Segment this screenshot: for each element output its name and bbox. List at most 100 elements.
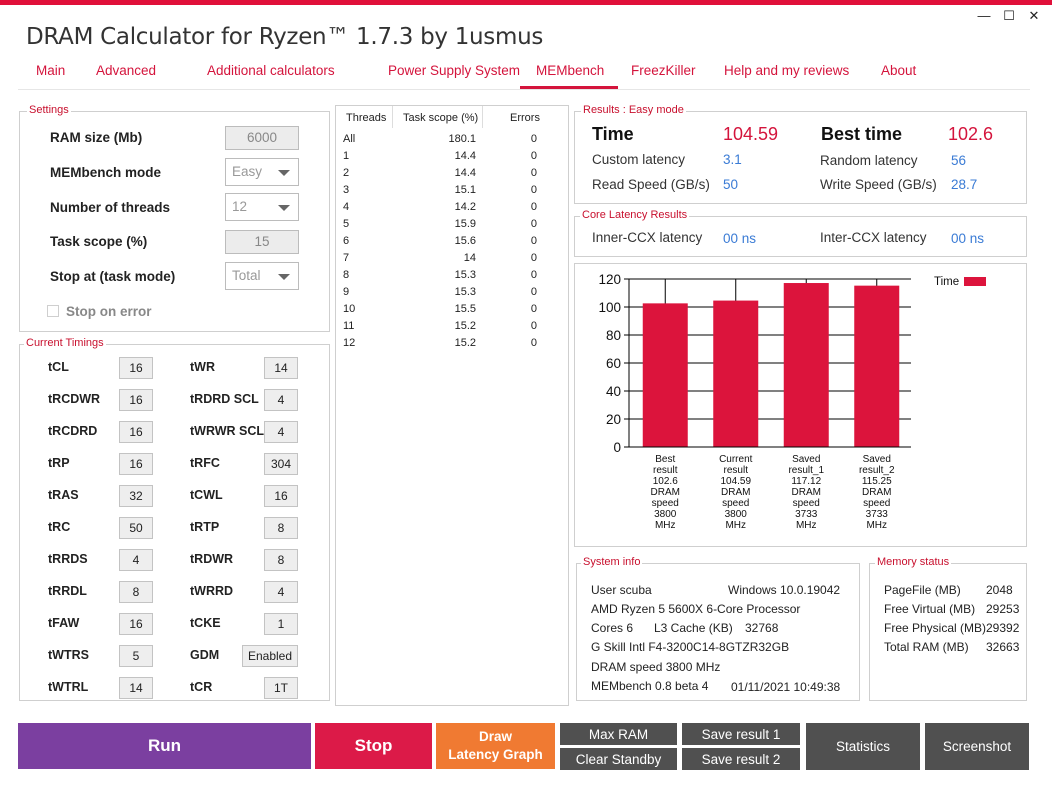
tab-membench[interactable]: MEMbench <box>536 63 605 78</box>
timing-label: tWRRD <box>190 584 234 598</box>
system-info-legend: System info <box>581 556 643 568</box>
settings-panel <box>19 111 330 332</box>
system-l3-value: 32768 <box>745 621 779 635</box>
stop-on-error-checkbox[interactable] <box>47 305 59 317</box>
x-tick-label: result_1 <box>788 465 824 476</box>
errors-header: Errors <box>510 112 540 124</box>
read-speed-value: 50 <box>723 177 739 192</box>
system-memory: G Skill Intl F4-3200C14-8GTZR32GB <box>591 640 790 654</box>
clear-standby-button[interactable]: Clear Standby <box>560 748 677 770</box>
tab-main[interactable]: Main <box>36 63 66 78</box>
run-button[interactable]: Run <box>18 723 311 769</box>
ram-size-input[interactable]: 6000 <box>225 126 299 150</box>
threads-value: 12 <box>232 199 248 214</box>
table-cell: 15.2 <box>454 320 476 332</box>
timing-value: 4 <box>264 389 298 411</box>
x-tick-label: speed <box>793 498 820 509</box>
table-cell: 11 <box>343 320 355 332</box>
bar-3 <box>783 283 829 447</box>
timing-label: tRAS <box>48 488 79 502</box>
threads-select[interactable]: 12 <box>225 193 299 221</box>
table-cell: 0 <box>530 337 537 349</box>
tab-power-supply-system[interactable]: Power Supply System <box>388 63 521 78</box>
timing-label: tRRDL <box>48 584 87 598</box>
time-value: 104.59 <box>723 124 779 144</box>
table-cell: 6 <box>343 235 350 247</box>
minimize-button[interactable]: — <box>977 8 991 23</box>
chart-panel <box>574 263 1027 547</box>
table-cell: 0 <box>530 218 537 230</box>
maximize-button[interactable]: ☐ <box>1003 8 1015 23</box>
x-tick-label: 3733 <box>795 509 818 520</box>
tab-help-and-reviews[interactable]: Help and my reviews <box>724 63 850 78</box>
timing-label: tRC <box>48 520 71 534</box>
table-cell: 15.2 <box>454 337 476 349</box>
table-cell: 0 <box>530 286 537 298</box>
table-cell: 14 <box>463 252 476 264</box>
close-button[interactable]: ✕ <box>1028 8 1040 23</box>
timing-value: 16 <box>264 485 298 507</box>
task-scope-input[interactable]: 15 <box>225 230 299 254</box>
header-divider <box>482 106 483 128</box>
x-tick-label: MHz <box>655 520 676 531</box>
legend-label: Time <box>934 276 959 288</box>
table-cell: 7 <box>343 252 350 264</box>
tab-freezkiller[interactable]: FreezKiller <box>631 63 696 78</box>
memory-status-label: Free Physical (MB) <box>884 621 987 635</box>
tab-about[interactable]: About <box>881 63 917 78</box>
task-scope-label: Task scope (%) <box>50 234 148 249</box>
stop-button[interactable]: Stop <box>315 723 432 769</box>
system-cores: Cores 6 <box>591 621 634 635</box>
system-os: Windows 10.0.19042 <box>728 583 841 597</box>
system-dram-speed: DRAM speed 3800 MHz <box>591 660 721 674</box>
timing-label: tRCDWR <box>48 392 101 406</box>
x-tick-label: speed <box>863 498 890 509</box>
bar-1 <box>642 303 688 447</box>
timing-label: tCWL <box>190 488 223 502</box>
x-tick-label: result <box>653 465 678 476</box>
header-divider <box>392 106 393 128</box>
inner-ccx-value: 00 ns <box>723 231 757 246</box>
max-ram-button[interactable]: Max RAM <box>560 723 677 745</box>
draw-latency-graph-button[interactable]: Draw Latency Graph <box>436 723 555 769</box>
timing-label: tWTRS <box>48 648 89 662</box>
membench-mode-select[interactable]: Easy <box>225 158 299 186</box>
tab-advanced[interactable]: Advanced <box>96 63 157 78</box>
y-tick-label: 20 <box>606 412 621 427</box>
screenshot-button[interactable]: Screenshot <box>925 723 1029 770</box>
table-cell: 15.9 <box>454 218 476 230</box>
table-cell: 0 <box>530 269 537 281</box>
membench-mode-label: MEMbench mode <box>50 165 162 180</box>
x-tick-label: 117.12 <box>791 476 821 487</box>
random-latency-value: 56 <box>951 153 967 168</box>
timing-value: 8 <box>119 581 153 603</box>
top-accent-bar <box>0 0 1052 5</box>
core-latency-legend: Core Latency Results <box>580 209 690 221</box>
timing-value: 16 <box>119 453 153 475</box>
x-tick-label: result <box>724 465 749 476</box>
save-result-2-button[interactable]: Save result 2 <box>682 748 800 770</box>
tab-additional-calculators[interactable]: Additional calculators <box>207 63 335 78</box>
statistics-button[interactable]: Statistics <box>806 723 920 770</box>
timing-value: 16 <box>119 357 153 379</box>
bar-2 <box>713 300 759 447</box>
stop-at-select[interactable]: Total <box>225 262 299 290</box>
timing-value: 16 <box>119 421 153 443</box>
timing-label: tRP <box>48 456 70 470</box>
y-tick-label: 60 <box>606 356 621 371</box>
save-result-1-button[interactable]: Save result 1 <box>682 723 800 745</box>
draw-label-line2: Latency Graph <box>448 747 543 762</box>
table-cell: 12 <box>343 337 356 349</box>
task-scope-header: Task scope (%) <box>403 112 479 124</box>
core-latency-panel <box>574 216 1027 257</box>
timing-label: GDM <box>190 648 220 662</box>
timing-label: tWTRL <box>48 680 89 694</box>
timing-value: 4 <box>264 421 298 443</box>
memory-status-value: 29392 <box>986 621 1020 635</box>
system-l3-label: L3 Cache (KB) <box>654 621 733 635</box>
x-tick-label: Best <box>655 454 675 465</box>
table-cell: 1 <box>343 150 350 162</box>
draw-label-line1: Draw <box>478 729 512 744</box>
timing-label: tRDRD SCL <box>190 392 259 406</box>
x-tick-label: DRAM <box>721 487 750 498</box>
